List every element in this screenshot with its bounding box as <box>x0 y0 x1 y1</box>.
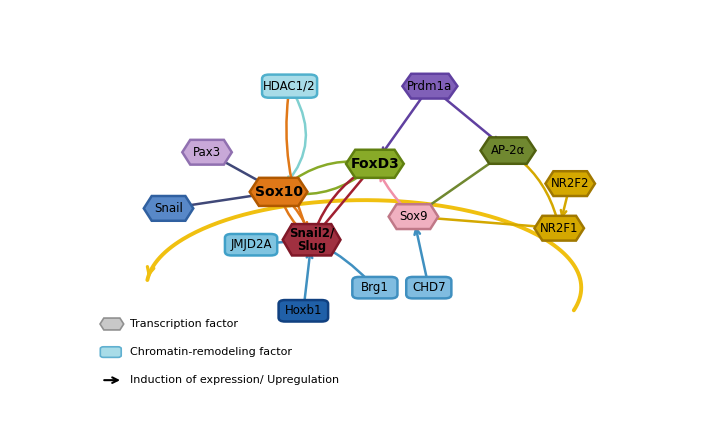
Text: AP-2α: AP-2α <box>491 144 525 157</box>
Text: Transcription factor: Transcription factor <box>130 319 238 329</box>
Polygon shape <box>182 140 231 165</box>
Polygon shape <box>283 224 341 255</box>
FancyBboxPatch shape <box>406 277 452 299</box>
Text: HDAC1/2: HDAC1/2 <box>263 80 316 93</box>
Text: Sox9: Sox9 <box>399 210 427 223</box>
FancyBboxPatch shape <box>278 300 328 321</box>
Polygon shape <box>535 216 584 241</box>
Text: Sox10: Sox10 <box>255 185 302 199</box>
Polygon shape <box>403 74 457 99</box>
FancyBboxPatch shape <box>262 75 317 98</box>
Polygon shape <box>346 150 404 178</box>
Text: Snail: Snail <box>154 202 183 215</box>
Polygon shape <box>143 196 193 221</box>
Text: NR2F1: NR2F1 <box>540 222 579 235</box>
Polygon shape <box>545 171 595 196</box>
FancyBboxPatch shape <box>225 234 277 255</box>
Text: Pax3: Pax3 <box>193 146 221 159</box>
FancyBboxPatch shape <box>100 347 121 357</box>
Text: Induction of expression/ Upregulation: Induction of expression/ Upregulation <box>130 375 339 385</box>
Text: FoxD3: FoxD3 <box>351 157 399 171</box>
Polygon shape <box>481 137 535 164</box>
Text: Chromatin-remodeling factor: Chromatin-remodeling factor <box>130 347 292 357</box>
Text: Hoxb1: Hoxb1 <box>285 304 322 317</box>
Text: NR2F2: NR2F2 <box>551 177 589 190</box>
FancyBboxPatch shape <box>352 277 398 299</box>
Text: JMJD2A: JMJD2A <box>230 238 272 251</box>
Text: Snail2/
Slug: Snail2/ Slug <box>289 226 334 253</box>
Text: Prdm1a: Prdm1a <box>408 80 452 93</box>
Polygon shape <box>100 318 124 330</box>
Polygon shape <box>388 204 438 229</box>
Text: Brg1: Brg1 <box>361 281 389 294</box>
Text: CHD7: CHD7 <box>412 281 446 294</box>
Polygon shape <box>250 178 307 206</box>
